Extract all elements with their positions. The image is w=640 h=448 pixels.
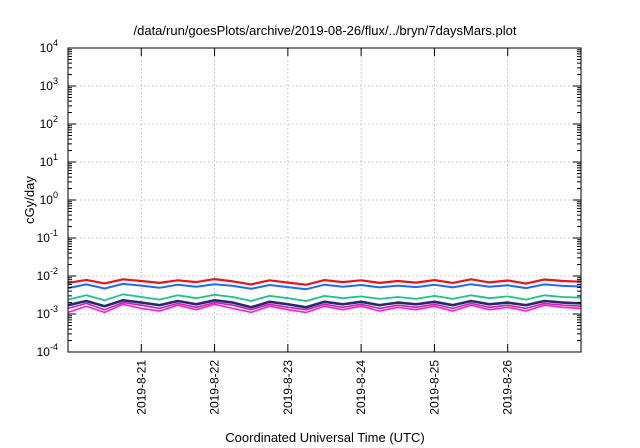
series-lines xyxy=(67,278,582,314)
y-axis-ticks: 10-4 10-3 10-2 10-1 100 101 102 103 104 xyxy=(37,38,581,359)
y-tick-label: 102 xyxy=(40,114,58,131)
x-tick-label: 2019-8-21 xyxy=(134,360,148,415)
series-line-6 xyxy=(67,303,582,314)
x-tick-label: 2019-8-25 xyxy=(427,360,441,415)
y-tick-label: 101 xyxy=(40,152,58,169)
x-axis-label: Coordinated Universal Time (UTC) xyxy=(225,430,424,445)
chart-title: /data/run/goesPlots/archive/2019-08-26/f… xyxy=(134,23,517,38)
x-tick-label: 2019-8-22 xyxy=(208,360,222,415)
series-line-5 xyxy=(67,301,582,311)
x-tick-label: 2019-8-24 xyxy=(354,360,368,415)
series-line-1 xyxy=(67,278,582,286)
y-tick-label: 10-1 xyxy=(37,228,58,245)
series-line-4 xyxy=(67,298,582,309)
y-axis-label: cGy/day xyxy=(22,176,37,224)
y-tick-label: 10-3 xyxy=(37,304,58,321)
series-line-3 xyxy=(67,293,582,302)
x-axis-ticks: 2019-8-21 2019-8-22 2019-8-23 2019-8-24 2019… xyxy=(134,48,515,415)
y-tick-label: 100 xyxy=(40,190,58,207)
y-tick-label: 10-4 xyxy=(37,342,58,359)
y-tick-label: 103 xyxy=(40,76,58,93)
series-line-2 xyxy=(67,282,582,291)
y-tick-label: 104 xyxy=(40,38,58,55)
x-tick-label: 2019-8-23 xyxy=(281,360,295,415)
y-tick-label: 10-2 xyxy=(37,266,58,283)
x-tick-label: 2019-8-26 xyxy=(501,360,515,415)
